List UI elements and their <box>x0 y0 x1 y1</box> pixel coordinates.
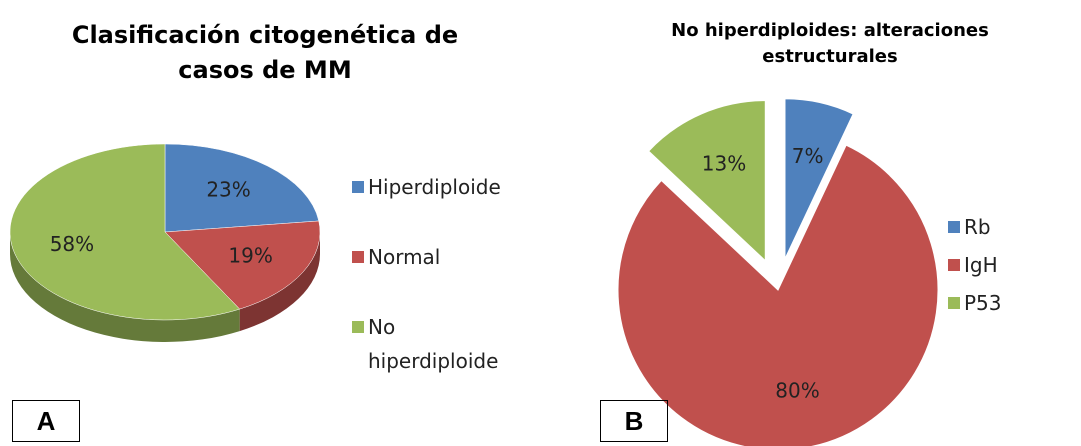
legend-label: IgH <box>964 253 998 277</box>
data-label: 13% <box>702 152 746 176</box>
panel-label: B <box>600 400 668 442</box>
legend-swatch <box>352 251 364 263</box>
data-label: 19% <box>228 243 272 267</box>
pie-slice <box>617 144 939 446</box>
panel-label: A <box>12 400 80 442</box>
legend-label: No hiperdiploide <box>368 315 499 373</box>
legend-swatch <box>352 321 364 333</box>
legend-swatch <box>948 221 960 233</box>
slice-side <box>10 232 240 342</box>
pie-slice <box>164 220 321 310</box>
legend-label: Normal <box>368 245 441 269</box>
chart-title: Clasificación citogenética de casos de M… <box>71 21 459 84</box>
legend-label: Hiperdiploide <box>368 175 501 199</box>
data-label: 23% <box>206 178 250 202</box>
legend-swatch <box>948 297 960 309</box>
data-label: 7% <box>792 144 824 168</box>
legend-swatch <box>948 259 960 271</box>
legend-label: P53 <box>964 291 1002 315</box>
data-label: 80% <box>775 379 819 403</box>
legend-swatch <box>352 181 364 193</box>
chart-title: No hiperdiploides: alteraciones estructu… <box>671 20 989 68</box>
legend-label: Rb <box>964 215 991 239</box>
pie-slice <box>784 98 854 259</box>
pie-slice <box>164 143 320 233</box>
pie-slice <box>9 143 241 321</box>
slice-side <box>239 232 320 332</box>
pie-slice <box>647 100 766 262</box>
data-label: 58% <box>50 232 94 256</box>
